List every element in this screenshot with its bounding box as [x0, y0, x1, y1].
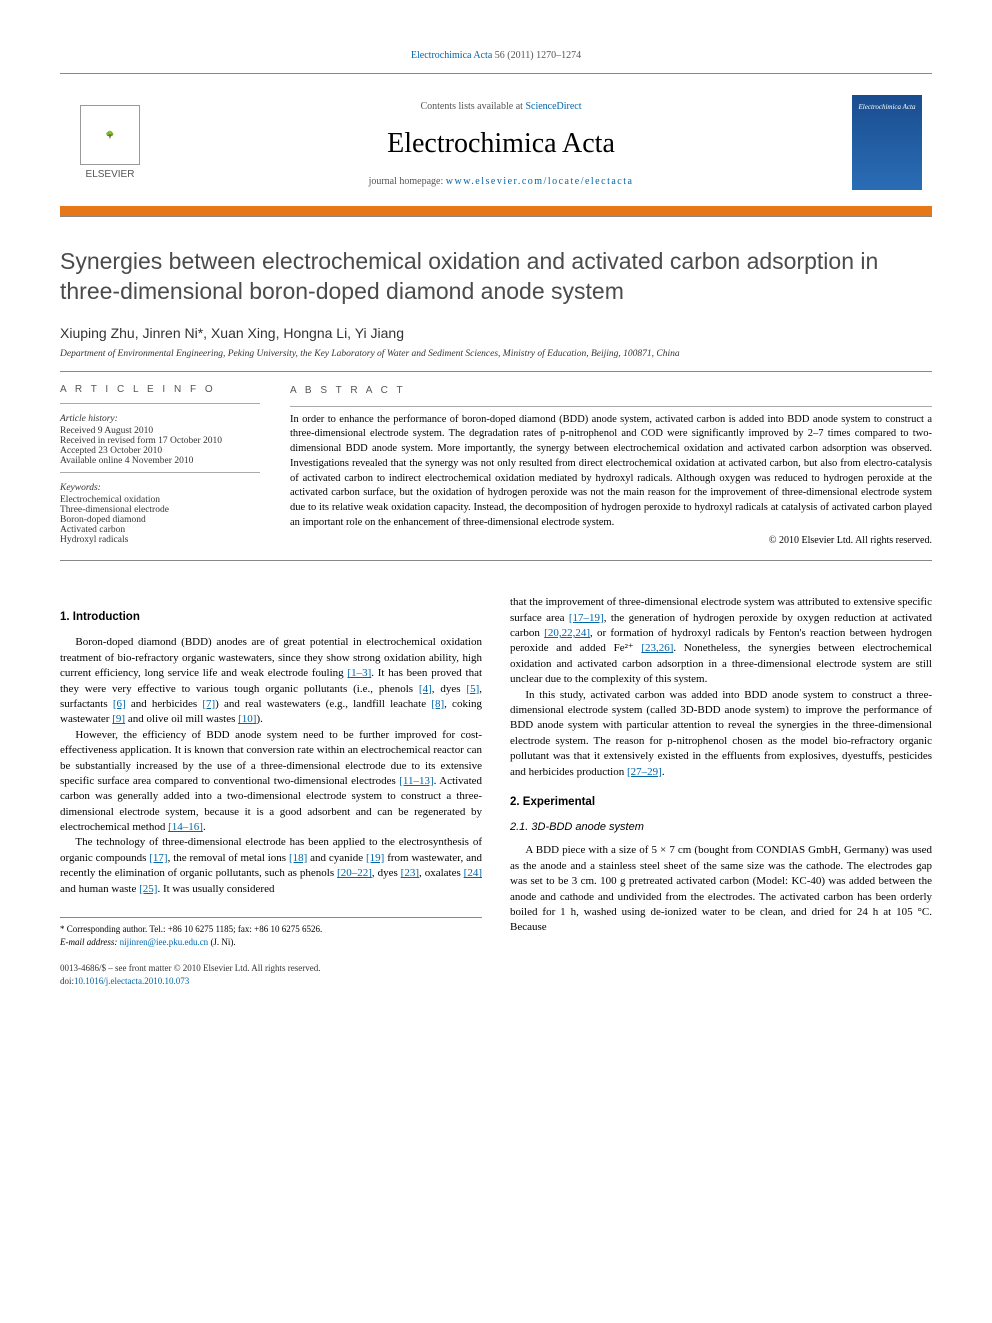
- email-label: E-mail address:: [60, 937, 120, 947]
- running-head-pages: 56 (2011) 1270–1274: [495, 50, 581, 61]
- citation-link[interactable]: [25]: [139, 883, 157, 895]
- citation-link[interactable]: [7]: [202, 698, 215, 710]
- publisher-logo: 🌳 ELSEVIER: [70, 97, 150, 187]
- citation-link[interactable]: [20–22]: [337, 867, 372, 879]
- citation-link[interactable]: [18]: [289, 852, 307, 864]
- affiliation: Department of Environmental Engineering,…: [60, 349, 932, 359]
- citation-link[interactable]: [23]: [401, 867, 419, 879]
- citation-link[interactable]: [10]: [238, 713, 256, 725]
- citation-link[interactable]: [27–29]: [627, 766, 662, 778]
- keywords-heading: Keywords:: [60, 483, 260, 493]
- citation-link[interactable]: [19]: [366, 852, 384, 864]
- homepage-link[interactable]: www.elsevier.com/locate/electacta: [446, 176, 634, 187]
- citation-link[interactable]: [17–19]: [569, 612, 604, 624]
- publisher-name: ELSEVIER: [86, 169, 135, 180]
- citation-link[interactable]: [20,22,24]: [544, 627, 590, 639]
- email-link[interactable]: nijinren@iee.pku.edu.cn: [120, 937, 209, 947]
- corresponding-author: * Corresponding author. Tel.: +86 10 627…: [60, 923, 482, 936]
- abstract-heading: A B S T R A C T: [290, 384, 932, 398]
- doi-link[interactable]: 10.1016/j.electacta.2010.10.073: [74, 976, 189, 986]
- separator: [60, 560, 932, 561]
- citation-link[interactable]: [9]: [112, 713, 125, 725]
- email-suffix: (J. Ni).: [208, 937, 236, 947]
- article-info-column: A R T I C L E I N F O Article history: R…: [60, 384, 260, 549]
- online-date: Available online 4 November 2010: [60, 456, 260, 466]
- article-title: Synergies between electrochemical oxidat…: [60, 247, 932, 307]
- orange-accent-bar: [60, 206, 932, 216]
- keyword: Boron-doped diamond: [60, 515, 260, 525]
- keyword: Three-dimensional electrode: [60, 505, 260, 515]
- journal-title: Electrochimica Acta: [150, 128, 852, 160]
- running-head: Electrochimica Acta 56 (2011) 1270–1274: [60, 50, 932, 61]
- accepted-date: Accepted 23 October 2010: [60, 446, 260, 456]
- citation-link[interactable]: [6]: [113, 698, 126, 710]
- citation-link[interactable]: [24]: [464, 867, 482, 879]
- citation-link[interactable]: [8]: [431, 698, 444, 710]
- journal-cover-thumb: Electrochimica Acta: [852, 95, 922, 190]
- article-body: 1. Introduction Boron-doped diamond (BDD…: [60, 595, 932, 948]
- citation-link[interactable]: [23,26]: [641, 642, 673, 654]
- citation-link[interactable]: [1–3]: [347, 667, 371, 679]
- citation-link[interactable]: [17]: [149, 852, 167, 864]
- citation-link[interactable]: [11–13]: [399, 775, 433, 787]
- article-info-heading: A R T I C L E I N F O: [60, 384, 260, 395]
- body-paragraph: A BDD piece with a size of 5 × 7 cm (bou…: [510, 843, 932, 935]
- footer-meta: 0013-4686/$ – see front matter © 2010 El…: [60, 962, 932, 987]
- keyword: Hydroxyl radicals: [60, 535, 260, 545]
- received-date: Received 9 August 2010: [60, 426, 260, 436]
- keyword: Activated carbon: [60, 525, 260, 535]
- footnotes: * Corresponding author. Tel.: +86 10 627…: [60, 917, 482, 948]
- masthead: 🌳 ELSEVIER Contents lists available at S…: [60, 73, 932, 217]
- issn-line: 0013-4686/$ – see front matter © 2010 El…: [60, 962, 932, 975]
- revised-date: Received in revised form 17 October 2010: [60, 436, 260, 446]
- doi-label: doi:: [60, 976, 74, 986]
- contents-line: Contents lists available at ScienceDirec…: [150, 101, 852, 112]
- history-heading: Article history:: [60, 414, 260, 424]
- section-heading: 2. Experimental: [510, 794, 932, 810]
- running-head-journal[interactable]: Electrochimica Acta: [411, 50, 492, 61]
- authors: Xiuping Zhu, Jinren Ni*, Xuan Xing, Hong…: [60, 325, 932, 341]
- sciencedirect-link[interactable]: ScienceDirect: [525, 101, 581, 112]
- homepage-line: journal homepage: www.elsevier.com/locat…: [150, 176, 852, 187]
- elsevier-tree-icon: 🌳: [80, 105, 140, 165]
- separator: [60, 371, 932, 372]
- abstract-text: In order to enhance the performance of b…: [290, 413, 932, 531]
- section-heading: 1. Introduction: [60, 609, 482, 625]
- abstract-copyright: © 2010 Elsevier Ltd. All rights reserved…: [290, 534, 932, 548]
- abstract-column: A B S T R A C T In order to enhance the …: [290, 384, 932, 549]
- citation-link[interactable]: [4]: [419, 683, 432, 695]
- citation-link[interactable]: [14–16]: [168, 821, 203, 833]
- keyword: Electrochemical oxidation: [60, 495, 260, 505]
- subsection-heading: 2.1. 3D-BDD anode system: [510, 820, 932, 835]
- citation-link[interactable]: [5]: [466, 683, 479, 695]
